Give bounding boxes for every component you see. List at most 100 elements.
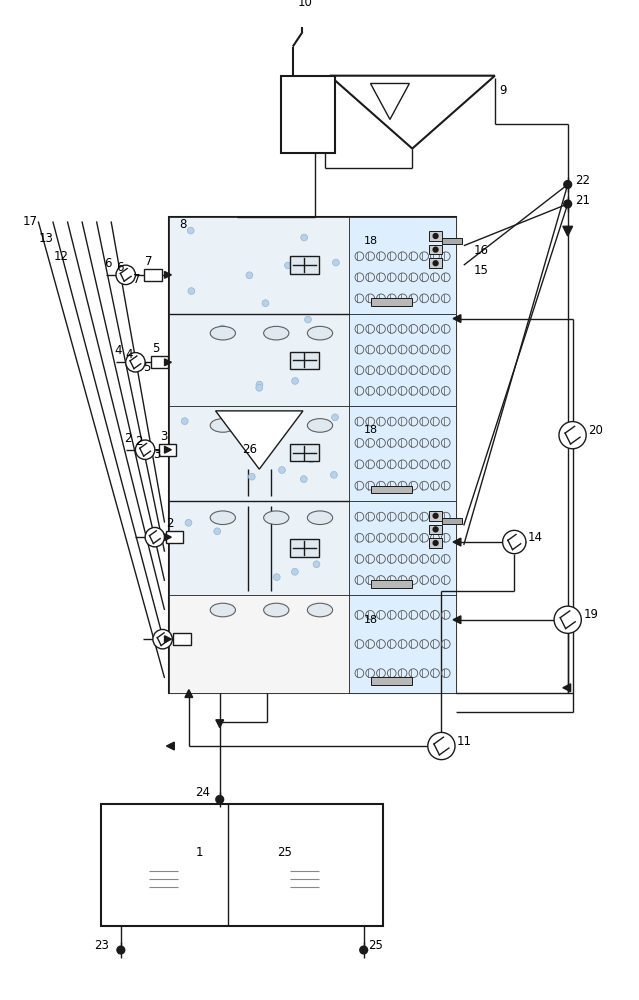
Circle shape (273, 574, 280, 580)
Ellipse shape (264, 603, 289, 617)
Circle shape (433, 513, 438, 518)
Text: 12: 12 (54, 250, 69, 263)
Ellipse shape (307, 419, 333, 432)
Bar (349, 595, 456, 693)
Bar (371, 677, 412, 685)
Text: 18: 18 (364, 236, 378, 246)
Text: 2: 2 (167, 517, 174, 530)
Polygon shape (165, 636, 171, 643)
Text: 19: 19 (583, 608, 598, 621)
Bar (429, 511, 442, 521)
Polygon shape (165, 271, 171, 278)
Bar (289, 539, 319, 557)
Text: 9: 9 (500, 84, 507, 97)
Polygon shape (563, 684, 571, 692)
Text: 18: 18 (364, 615, 378, 625)
Text: 26: 26 (242, 443, 257, 456)
Text: 1: 1 (196, 846, 203, 859)
Circle shape (313, 561, 320, 568)
Bar (166, 531, 183, 543)
Polygon shape (185, 690, 193, 697)
Circle shape (116, 265, 135, 285)
Circle shape (503, 530, 526, 554)
Polygon shape (165, 534, 171, 541)
Circle shape (246, 272, 253, 279)
Text: 3: 3 (160, 430, 167, 443)
Bar (158, 444, 176, 456)
Bar (349, 217, 456, 314)
Polygon shape (165, 446, 171, 453)
Circle shape (256, 384, 263, 391)
Ellipse shape (264, 419, 289, 432)
Polygon shape (330, 76, 495, 149)
Circle shape (256, 381, 263, 388)
Text: 10: 10 (298, 0, 313, 9)
Ellipse shape (210, 511, 235, 525)
Circle shape (559, 422, 586, 449)
Circle shape (216, 796, 224, 803)
Bar (169, 217, 349, 406)
Text: 21: 21 (576, 194, 590, 207)
Text: 25: 25 (277, 846, 291, 859)
Text: 18: 18 (364, 425, 378, 435)
Circle shape (428, 732, 455, 760)
Polygon shape (167, 742, 174, 750)
Ellipse shape (264, 326, 289, 340)
Text: 5: 5 (152, 342, 159, 355)
Polygon shape (453, 616, 461, 624)
Bar (144, 269, 162, 281)
Ellipse shape (307, 511, 333, 525)
Circle shape (433, 261, 438, 266)
Text: 4: 4 (114, 344, 121, 357)
Circle shape (181, 418, 188, 425)
Text: 6: 6 (116, 261, 123, 274)
Circle shape (219, 325, 226, 332)
Text: 23: 23 (94, 939, 109, 952)
Ellipse shape (210, 603, 235, 617)
Circle shape (433, 541, 438, 545)
Polygon shape (216, 720, 224, 728)
Text: 6: 6 (104, 257, 112, 270)
Polygon shape (215, 411, 303, 469)
Ellipse shape (210, 326, 235, 340)
Circle shape (301, 234, 307, 241)
Polygon shape (371, 83, 410, 119)
Bar (442, 518, 462, 524)
Circle shape (300, 476, 307, 483)
Ellipse shape (307, 603, 333, 617)
Circle shape (249, 473, 255, 480)
Bar (371, 486, 412, 493)
Circle shape (185, 519, 192, 526)
Text: 17: 17 (23, 215, 38, 228)
Text: 16: 16 (473, 244, 488, 257)
Ellipse shape (307, 326, 333, 340)
Circle shape (300, 449, 307, 456)
Text: 2: 2 (124, 432, 131, 445)
Bar (169, 595, 349, 693)
Bar (102, 804, 383, 926)
Circle shape (433, 234, 438, 238)
Text: 11: 11 (457, 735, 472, 748)
Circle shape (284, 262, 291, 269)
Text: 4: 4 (126, 348, 133, 361)
Text: 14: 14 (528, 531, 543, 544)
Circle shape (153, 629, 173, 649)
Bar (289, 256, 319, 274)
Polygon shape (563, 226, 573, 236)
Ellipse shape (210, 419, 235, 432)
Circle shape (360, 946, 367, 954)
Text: 22: 22 (576, 174, 590, 187)
Polygon shape (298, 4, 307, 13)
Circle shape (188, 288, 195, 294)
Bar (429, 538, 442, 548)
Circle shape (291, 378, 298, 384)
Bar (429, 258, 442, 268)
Text: 7: 7 (145, 255, 153, 268)
Circle shape (187, 227, 194, 234)
Bar (429, 245, 442, 254)
Polygon shape (453, 538, 461, 546)
Circle shape (117, 946, 125, 954)
Circle shape (564, 181, 572, 188)
Circle shape (330, 471, 337, 478)
Text: 2: 2 (135, 435, 143, 448)
